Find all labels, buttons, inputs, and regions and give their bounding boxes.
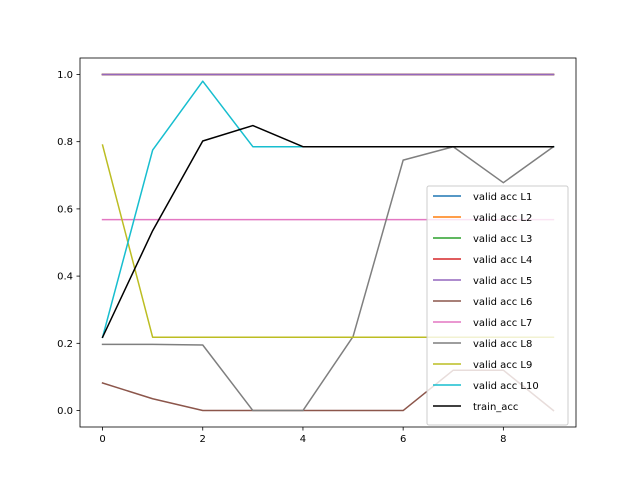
x-tick-label: 2 [200,434,206,445]
y-tick-label: 0.6 [57,204,73,215]
legend-label: valid acc L3 [473,234,532,245]
legend-label: valid acc L2 [473,213,532,224]
x-tick-label: 6 [400,434,406,445]
axes-frame [79,57,577,428]
legend-label: valid acc L1 [473,192,532,203]
legend-label: valid acc L9 [473,360,532,371]
x-tick-label: 4 [300,434,306,445]
legend-label: valid acc L6 [473,297,532,308]
series-line-11 [101,124,555,339]
x-tick-label: 8 [500,434,506,445]
series-line-8 [101,145,555,412]
legend-label: valid acc L4 [473,255,532,266]
legend-box [426,185,569,426]
y-tick-label: 0.2 [57,339,73,350]
legend-label: train_acc [473,402,518,413]
axes-layer: 0 2 4 6 8 0.0 0.2 0.4 0.6 0.8 1.0 [57,57,577,445]
y-tick-label: 0.0 [57,406,73,417]
legend-label: valid acc L5 [473,276,532,287]
legend-label: valid acc L8 [473,339,532,350]
x-tick-label: 0 [99,434,105,445]
legend-label: valid acc L7 [473,318,532,329]
y-tick-label: 0.4 [57,272,73,283]
legend-label: valid acc L10 [473,381,539,392]
y-tick-label: 0.8 [57,137,73,148]
legend: valid acc L1 valid acc L2 valid acc L3 vali… [426,185,569,426]
y-tick-label: 1.0 [57,70,73,81]
series-layer [101,73,555,412]
